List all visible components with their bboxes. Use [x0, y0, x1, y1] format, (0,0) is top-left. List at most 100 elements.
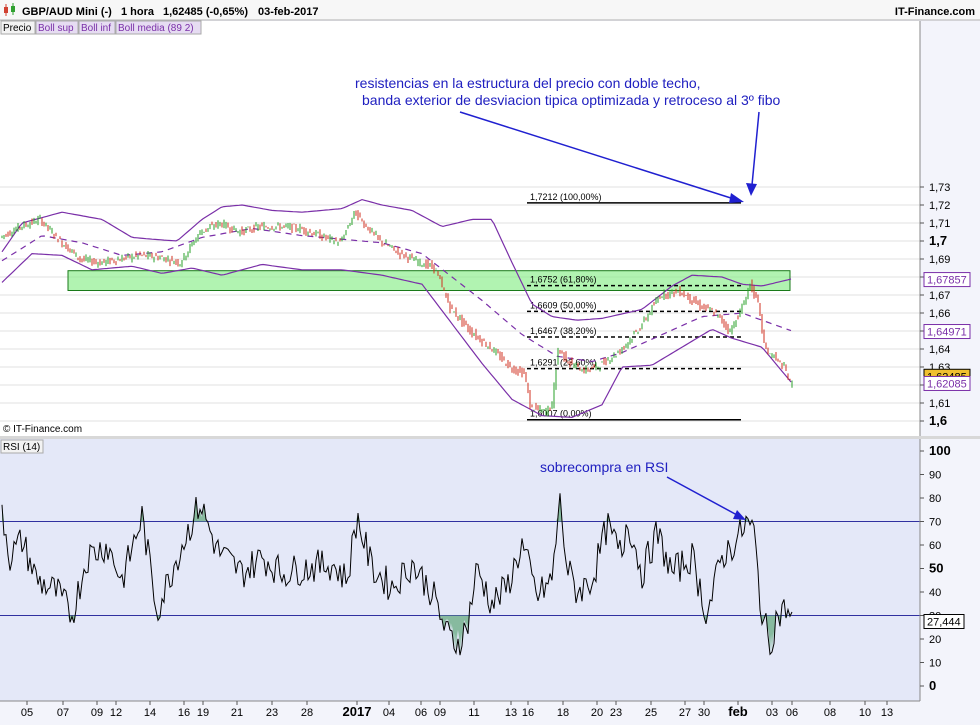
timeframe-label: 1 hora [121, 6, 155, 18]
legend-boll-inf: Boll inf [81, 23, 111, 34]
rsi-value-label: 27,444 [927, 617, 961, 629]
price-axis-label: 1,67 [929, 290, 950, 302]
x-axis-label: 05 [21, 707, 33, 719]
brand-label: IT-Finance.com [895, 6, 975, 18]
price-axis-label: 1,69 [929, 254, 950, 266]
resistance-zone [67, 270, 791, 292]
fib-label: 1,6291 (23,60%) [530, 358, 597, 368]
fib-label: 1,6467 (38,20%) [530, 326, 597, 336]
legend-boll-sup: Boll sup [38, 23, 74, 34]
legend-boll-sup-box[interactable] [35, 20, 79, 35]
price-annotation-line2: banda exterior de desviacion tipica opti… [362, 92, 781, 108]
x-axis-label: feb [728, 704, 748, 719]
rsi-axis-label: 60 [929, 540, 941, 552]
date-label: 03-feb-2017 [258, 6, 319, 18]
x-axis-label: 14 [144, 707, 156, 719]
header-bar [0, 0, 980, 20]
x-axis-label: 23 [610, 707, 622, 719]
fibonacci-levels: 1,7212 (100,00%) 1,6752 (61,80%) 1,6609 (5… [527, 192, 741, 421]
candle-icon [4, 3, 15, 16]
legend-precio-box[interactable] [0, 20, 36, 35]
copyright-label: © IT-Finance.com [3, 424, 82, 435]
panel-separator[interactable] [0, 436, 980, 439]
price-axis: 1,731,721,711,71,691,681,671,661,651,641… [920, 182, 950, 428]
rsi-axis-label: 50 [929, 561, 943, 576]
legend-precio: Precio [3, 23, 32, 34]
legend-boll-media: Boll media (89 2) [118, 23, 194, 34]
annotation-arrow-1 [459, 111, 744, 203]
x-axis-label: 16 [522, 707, 534, 719]
price-tag [923, 272, 971, 288]
boll-sup-line [1, 198, 792, 321]
rsi-annotation: sobrecompra en RSI [540, 459, 668, 475]
x-axis-label: 25 [645, 707, 657, 719]
x-axis-label: 23 [266, 707, 278, 719]
x-axis-label: 06 [415, 707, 427, 719]
boll-inf-line [1, 252, 792, 419]
x-axis-label: 10 [859, 707, 871, 719]
rsi-axis-label: 10 [929, 658, 941, 670]
x-axis-label: 07 [57, 707, 69, 719]
rsi-axis-label: 70 [929, 517, 941, 529]
rsi-legend: RSI (14) [3, 442, 40, 453]
rsi-axis-label: 100 [929, 443, 951, 458]
x-axis-label: 08 [824, 707, 836, 719]
x-axis-label: 04 [383, 707, 395, 719]
price-axis-label: 1,73 [929, 182, 950, 194]
x-axis-label: 03 [766, 707, 778, 719]
fib-label: 1,7212 (100,00%) [530, 192, 602, 202]
price-annotation-line1: resistencias en la estructura del precio… [355, 75, 701, 91]
price-change-label: 1,62485 (-0,65%) [163, 6, 248, 18]
x-axis-label: 19 [197, 707, 209, 719]
price-axis-label: 1,6 [929, 413, 947, 428]
price-tag-label: 1,62085 [927, 378, 967, 390]
x-axis-label: 13 [505, 707, 517, 719]
price-axis-label: 1,66 [929, 308, 950, 320]
x-axis-label: 28 [301, 707, 313, 719]
price-tag [923, 324, 971, 340]
price-axis-label: 1,71 [929, 218, 950, 230]
rsi-line [1, 493, 793, 656]
price-axis-label: 1,61 [929, 398, 950, 410]
fib-label: 1,6609 (50,00%) [530, 300, 597, 310]
x-axis-label: 11 [468, 707, 479, 719]
x-axis-label: 2017 [343, 704, 372, 719]
rsi-panel-bg [0, 439, 920, 701]
rsi-legend-box[interactable] [0, 439, 44, 454]
fib-label: 1,6007 (0,00%) [530, 409, 592, 419]
x-axis-label: 16 [178, 707, 190, 719]
price-series-group [1, 198, 793, 419]
price-axis-label: 1,64 [929, 344, 950, 356]
rsi-axis-label: 0 [929, 678, 936, 693]
x-axis: 05 07 09 12 14 16 19 21 23 28 2017 04 06 09 11 13 16 18 20… [21, 701, 893, 719]
fib-label: 1,6752 (61,80%) [530, 275, 597, 285]
x-axis-label: 18 [557, 707, 569, 719]
x-axis-label: 20 [591, 707, 603, 719]
x-axis-label: 21 [231, 707, 243, 719]
price-tag-label: 1,64971 [927, 327, 967, 339]
rsi-annotation-arrow [666, 476, 746, 520]
x-axis-label: 30 [698, 707, 710, 719]
annotation-arrow-2 [746, 111, 760, 196]
boll-media-line [1, 227, 792, 362]
x-axis-bg [0, 701, 980, 720]
legend-boll-inf-box[interactable] [78, 20, 116, 35]
x-axis-label: 13 [881, 707, 893, 719]
price-axis-label: 1,72 [929, 200, 950, 212]
rsi-value-tag [923, 614, 965, 630]
x-axis-label: 12 [110, 707, 122, 719]
rsi-axis-label: 40 [929, 587, 941, 599]
rsi-axis-label: 20 [929, 634, 941, 646]
legend-boll-media-box[interactable] [115, 20, 202, 35]
rsi-axis-label: 80 [929, 493, 941, 505]
price-axis-label: 1,7 [929, 233, 947, 248]
price-tag-label: 1,67857 [927, 275, 967, 287]
x-axis-label: 09 [91, 707, 103, 719]
x-axis-label: 09 [434, 707, 446, 719]
symbol-label: GBP/AUD Mini (-) [22, 6, 112, 18]
rsi-axis-label: 90 [929, 470, 941, 482]
rsi-axis: 100908070605040302010027,444 [920, 443, 965, 693]
rsi-series-group [1, 493, 793, 656]
